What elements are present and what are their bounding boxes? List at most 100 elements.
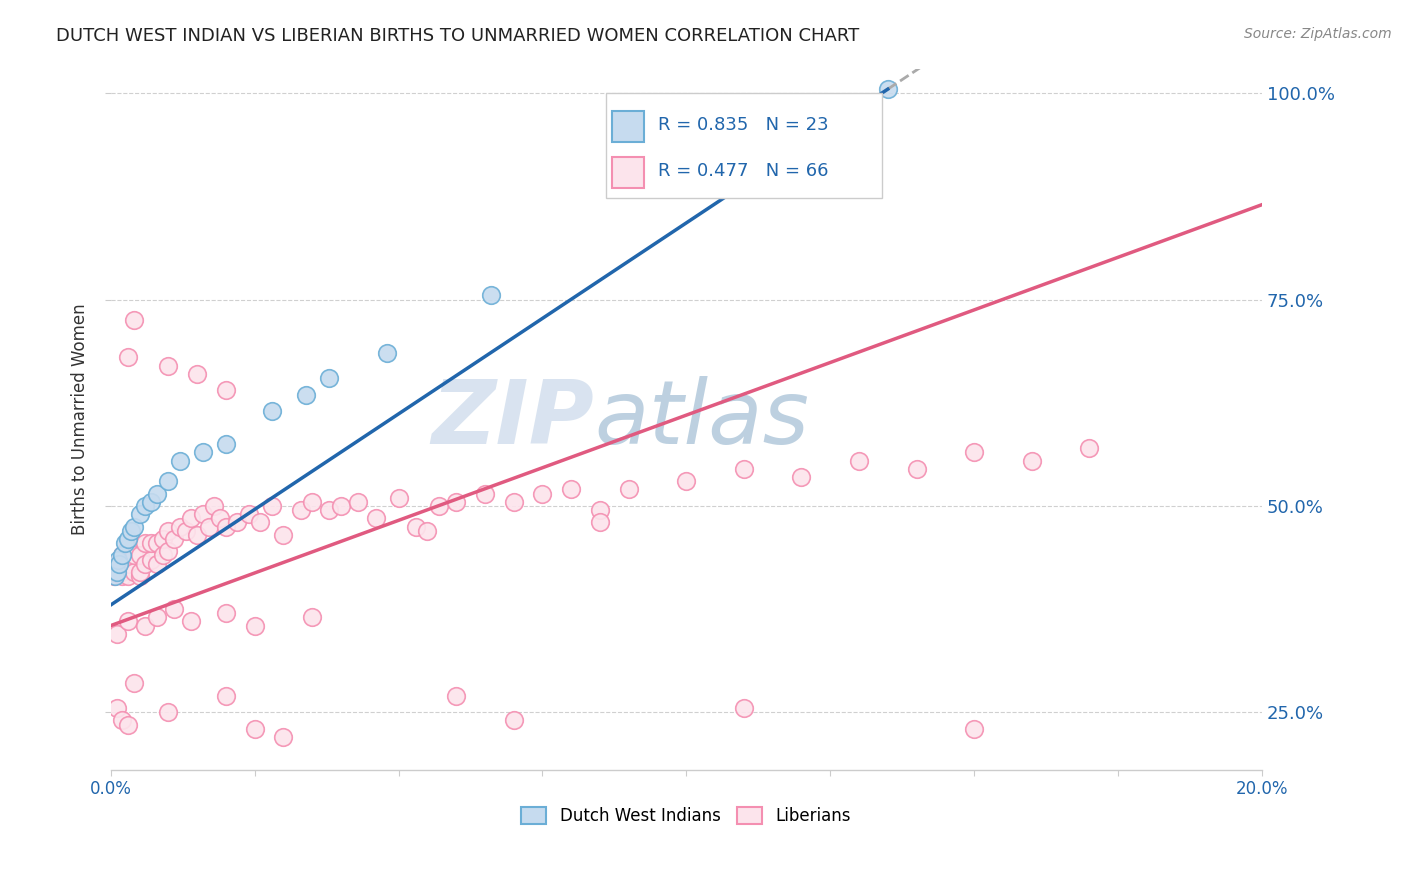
Point [905,462,928,476]
Text: R = 0.477   N = 66: R = 0.477 N = 66 [658,161,828,180]
Point [117,717,139,731]
Point [186,367,208,381]
Point [117,557,139,571]
Point [330,499,353,513]
Point [301,610,323,624]
Point [139,552,162,566]
Point [215,437,238,451]
Point [733,701,755,715]
Point [848,453,870,467]
Point [111,714,134,728]
Point [146,536,169,550]
Point [103,569,125,583]
Point [502,714,524,728]
Point [318,371,340,385]
Point [444,495,467,509]
Point [157,705,180,719]
Point [209,511,232,525]
Point [134,618,156,632]
Point [364,511,387,525]
Point [474,486,496,500]
Point [146,557,169,571]
Point [675,474,697,488]
Point [1078,441,1101,455]
Point [134,536,156,550]
Point [157,359,180,373]
Point [139,495,162,509]
Point [117,540,139,554]
Point [107,561,129,575]
Point [122,549,145,563]
Point [290,503,312,517]
Point [122,565,145,579]
Point [243,722,266,736]
Point [134,557,156,571]
FancyBboxPatch shape [612,112,644,142]
Point [790,470,813,484]
Point [107,552,129,566]
Point [589,516,612,530]
Point [733,462,755,476]
Point [111,569,134,583]
Point [105,627,128,641]
Point [301,495,323,509]
Point [260,404,283,418]
Point [479,288,502,302]
Y-axis label: Births to Unmarried Women: Births to Unmarried Women [72,303,89,535]
Point [197,519,219,533]
Point [318,503,340,517]
Point [105,565,128,579]
Point [427,499,450,513]
Point [249,516,271,530]
Point [128,565,150,579]
Point [215,606,238,620]
Point [105,701,128,715]
Point [139,536,162,550]
Point [617,483,640,497]
Point [180,615,202,629]
Point [238,507,260,521]
Point [405,519,427,533]
Point [111,549,134,563]
Text: ZIP: ZIP [432,376,595,463]
Point [105,557,128,571]
Point [122,313,145,327]
Legend: Dutch West Indians, Liberians: Dutch West Indians, Liberians [522,806,851,825]
FancyBboxPatch shape [612,157,644,188]
Point [117,351,139,365]
Point [260,499,283,513]
Text: DUTCH WEST INDIAN VS LIBERIAN BIRTHS TO UNMARRIED WOMEN CORRELATION CHART: DUTCH WEST INDIAN VS LIBERIAN BIRTHS TO … [56,27,859,45]
Point [226,516,249,530]
Point [122,519,145,533]
Point [589,503,612,517]
Point [169,453,191,467]
Point [560,483,582,497]
Point [114,536,136,550]
Text: atlas: atlas [595,376,808,462]
Point [134,499,156,513]
Point [186,528,208,542]
FancyBboxPatch shape [606,93,882,198]
Point [169,519,191,533]
Point [104,565,127,579]
Point [531,486,554,500]
Point [122,676,145,690]
Point [152,549,174,563]
Point [163,602,186,616]
Point [117,532,139,546]
Point [111,565,134,579]
Text: Source: ZipAtlas.com: Source: ZipAtlas.com [1244,27,1392,41]
Point [295,387,318,401]
Point [1021,453,1043,467]
Point [117,569,139,583]
Point [108,557,131,571]
Point [163,532,186,546]
Point [416,524,439,538]
Point [202,499,225,513]
Point [273,528,295,542]
Point [128,569,150,583]
Point [191,507,214,521]
Point [152,532,174,546]
Point [387,491,409,505]
Point [243,618,266,632]
